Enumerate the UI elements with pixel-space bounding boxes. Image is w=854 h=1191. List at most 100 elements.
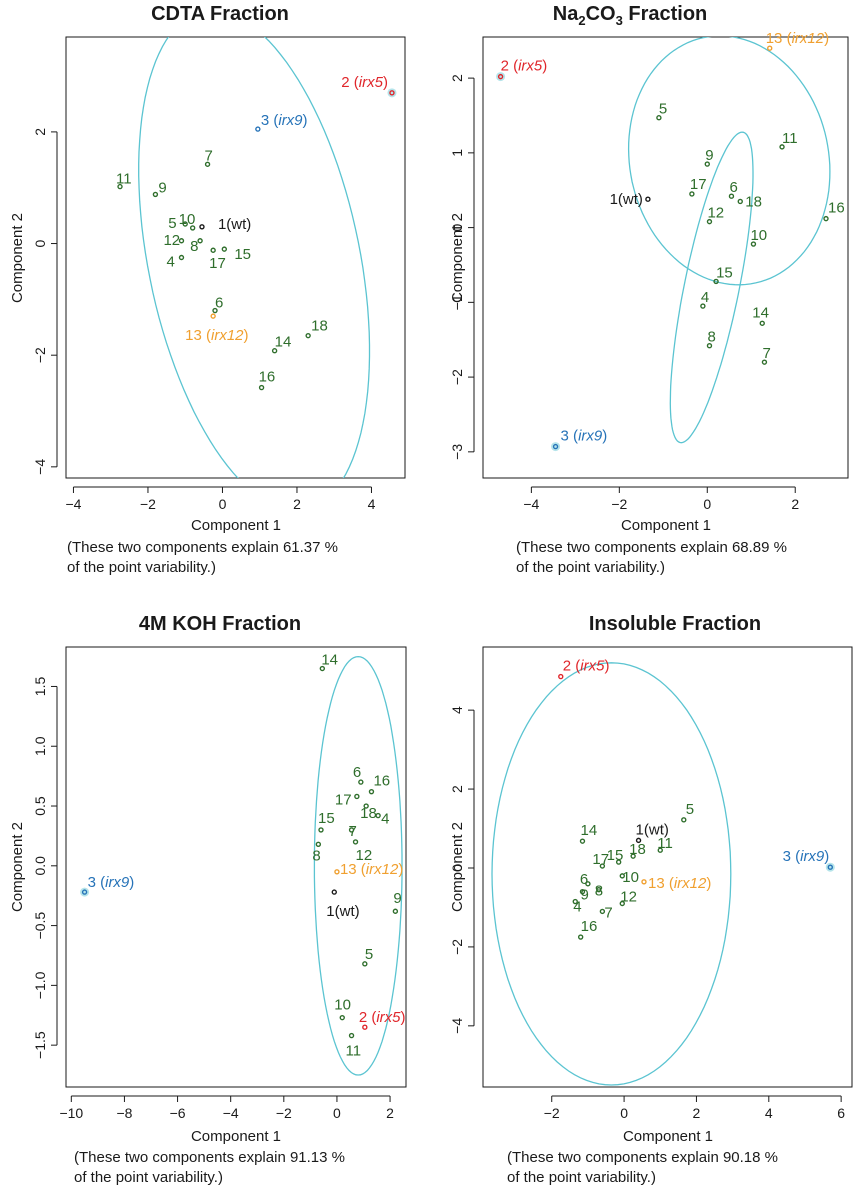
point-halo [825, 862, 835, 872]
y-axis: −4 −2 0 2 4 [449, 706, 475, 1034]
cluster-ellipse [138, 37, 371, 478]
point-9: 9 [152, 179, 167, 198]
y-tick-label: 0.0 [32, 856, 48, 876]
y-tick-label: 4 [449, 706, 465, 714]
point-12: 12 [619, 889, 637, 907]
x-tick-label: 2 [293, 496, 301, 512]
point-marker [706, 218, 713, 225]
point-marker [823, 215, 829, 222]
y-axis-label: Component 2 [9, 213, 26, 303]
point-6: 6 [580, 871, 591, 888]
x-axis-label: Component 1 [623, 1128, 713, 1145]
point-marker [596, 886, 602, 893]
point-label: 6 [580, 871, 588, 888]
point-6: 6 [212, 295, 223, 314]
point-marker [375, 812, 381, 819]
ellipses [138, 37, 371, 478]
point-marker [681, 817, 687, 823]
point-label: 9 [580, 887, 588, 904]
point-marker [339, 1014, 345, 1021]
ellipses [491, 662, 732, 1086]
point-marker [352, 839, 359, 845]
y-axis: −3 −2 −1 0 1 2 [449, 74, 475, 460]
y-axis: −4 −2 0 2 [32, 128, 58, 475]
point-13: 13 (irx12) [766, 30, 829, 51]
point-12: 12 [352, 839, 373, 864]
point-10: 10 [619, 869, 639, 886]
point-label: 15 [716, 264, 733, 281]
point-label: 11 [346, 1043, 362, 1060]
cluster-ellipse [313, 655, 403, 1076]
point-label: 17 [335, 791, 352, 808]
y-tick-label: −1 [449, 294, 465, 310]
x-tick-label: −10 [59, 1105, 83, 1121]
y-tick-label: 1.0 [32, 736, 48, 756]
point-marker [761, 359, 768, 365]
point-marker [354, 793, 360, 800]
point-marker [255, 126, 261, 132]
point-5: 5 [681, 801, 694, 823]
point-marker [552, 443, 559, 450]
point-label: 8 [190, 238, 198, 255]
point-marker [635, 837, 642, 844]
point-11: 11 [657, 835, 673, 853]
x-tick-label: −4 [523, 496, 539, 512]
point-13: 13 (irx12) [641, 875, 711, 892]
point-label: 17 [690, 176, 707, 193]
panel-2: Na2CO3 Fraction−4 −2 0 2−3−2−1012Component … [449, 3, 849, 576]
point-8: 8 [595, 883, 603, 900]
point-10: 10 [179, 211, 196, 231]
point-label: 16 [828, 200, 845, 217]
ellipses [627, 37, 831, 444]
point-marker [630, 853, 636, 859]
point-label: 12 [356, 847, 373, 864]
point-halo [387, 88, 397, 98]
point-marker [577, 934, 584, 940]
point-label: 4 [701, 289, 709, 306]
point-label: 4 [573, 899, 581, 916]
point-6: 6 [353, 764, 364, 785]
point-marker [645, 196, 651, 202]
x-tick-label: 2 [693, 1105, 701, 1121]
y-tick-label: 2 [449, 74, 465, 82]
point-marker [362, 961, 368, 967]
point-halo [496, 72, 506, 82]
point-marker [656, 115, 662, 121]
point-label: 17 [592, 851, 609, 868]
point-label: 13 (irx12) [648, 875, 711, 892]
point-marker [728, 193, 735, 199]
point-marker [182, 221, 188, 227]
point-label: 1(wt) [610, 191, 643, 208]
point-label: 1(wt) [218, 216, 251, 233]
point-marker [318, 827, 324, 833]
point-3: 3 (irx9) [255, 112, 308, 132]
point-marker [362, 1024, 368, 1030]
y-tick-label: 0 [32, 239, 48, 247]
point-9: 9 [704, 147, 714, 167]
point-11: 11 [346, 1032, 362, 1060]
point-marker [657, 847, 663, 853]
y-tick-label: 0 [449, 224, 465, 232]
y-tick-label: −2 [449, 939, 465, 955]
x-axis: −2 0 2 4 6 [544, 1095, 845, 1121]
point-3: 3 (irx9) [551, 428, 607, 452]
y-tick-label: −1.5 [32, 1031, 48, 1059]
point-label: 16 [259, 369, 276, 386]
point-marker [358, 779, 364, 785]
point-4: 4 [375, 811, 389, 828]
point-label: 18 [311, 318, 328, 335]
point-marker [152, 191, 159, 198]
y-tick-label: 2 [449, 785, 465, 793]
x-axis: −10 −8 −6 −4 −2 0 2 [59, 1095, 394, 1121]
point-17: 17 [689, 176, 707, 197]
variance-caption: (These two components explain 68.89 % of … [516, 539, 787, 576]
point-label: 9 [393, 890, 401, 907]
point-marker [615, 859, 622, 865]
point-8: 8 [312, 841, 322, 864]
cluster-ellipse [491, 662, 732, 1086]
point-label: 18 [745, 193, 762, 210]
variance-caption: (These two components explain 91.13 % of … [74, 1149, 345, 1186]
point-marker [579, 888, 586, 895]
